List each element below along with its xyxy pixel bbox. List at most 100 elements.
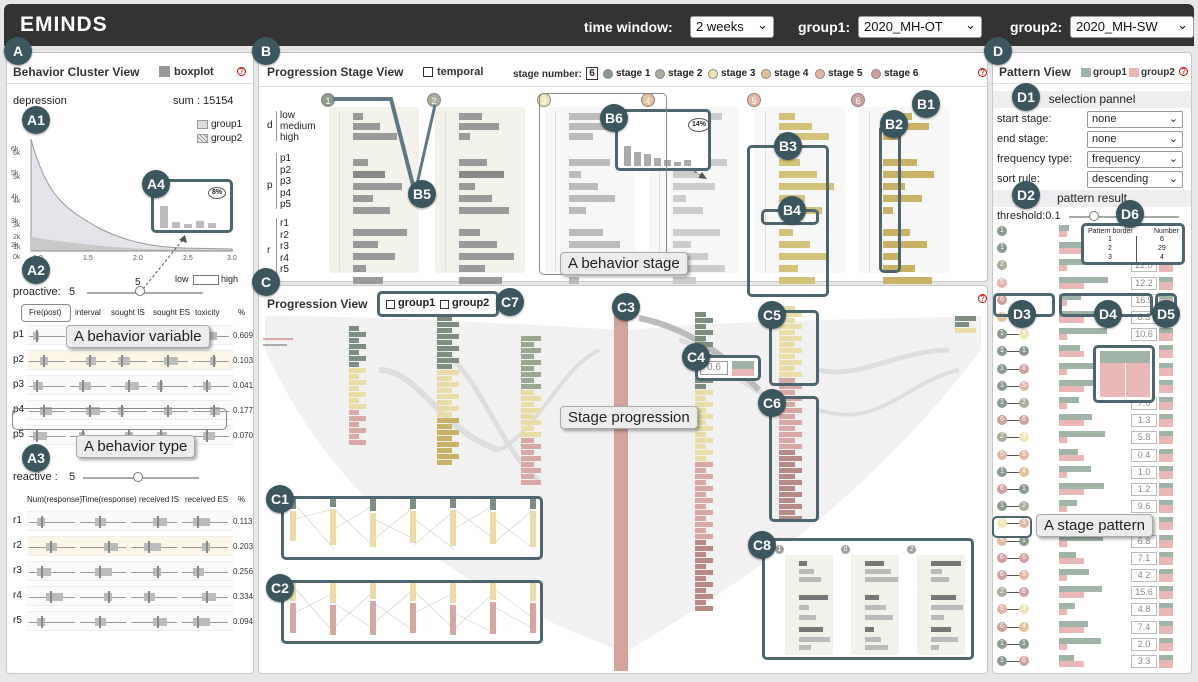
group2-checkbox[interactable] bbox=[440, 300, 449, 309]
pattern-row[interactable]: 5 5 0.4 bbox=[993, 447, 1178, 464]
b2-column-highlight[interactable] bbox=[879, 125, 901, 273]
proactive-slider-track[interactable] bbox=[87, 292, 203, 294]
flow-cell bbox=[695, 390, 713, 395]
flow-cell bbox=[695, 588, 706, 593]
col-header[interactable]: Fre(post) bbox=[29, 308, 62, 317]
help-icon[interactable]: ? bbox=[1179, 67, 1188, 76]
col-header[interactable]: sought ES bbox=[153, 308, 190, 317]
field-select[interactable]: frequency ⌄ bbox=[1087, 151, 1183, 168]
pattern-row[interactable]: 6 1 1.2 bbox=[993, 481, 1178, 498]
flow-cell bbox=[779, 354, 795, 359]
stage-bar bbox=[779, 159, 800, 166]
field-label: start stage: bbox=[997, 113, 1052, 125]
behavior-type-frame[interactable] bbox=[12, 408, 227, 430]
c5-stage-highlight[interactable] bbox=[769, 310, 819, 386]
stage-column[interactable] bbox=[329, 107, 419, 284]
temporal-checkbox[interactable] bbox=[423, 67, 433, 77]
stage-number-input[interactable]: 6 bbox=[586, 67, 598, 80]
annotation-badge-b2: B2 bbox=[880, 110, 908, 138]
threshold-slider-handle[interactable] bbox=[1089, 211, 1099, 221]
group1-swatch bbox=[1081, 68, 1091, 77]
pattern-row[interactable]: 5 3 4.8 bbox=[993, 601, 1178, 618]
group1-checkbox[interactable] bbox=[386, 300, 395, 309]
reactive-row-track[interactable] bbox=[27, 561, 233, 581]
pattern-row[interactable]: 1 4 1.0 bbox=[993, 464, 1178, 481]
c6-stage-highlight[interactable] bbox=[769, 396, 819, 522]
stage-column[interactable] bbox=[755, 107, 845, 284]
stage-bar bbox=[459, 253, 514, 260]
proactive-slider-handle[interactable] bbox=[135, 286, 145, 296]
c1-group1-detail[interactable] bbox=[281, 496, 543, 560]
pattern-row[interactable]: 2 6 15.6 bbox=[993, 584, 1178, 601]
proactive-row-track[interactable] bbox=[27, 350, 233, 370]
pattern-row[interactable]: 5 12.2 bbox=[993, 275, 1178, 292]
stage-column[interactable] bbox=[435, 107, 525, 284]
flow-cell bbox=[437, 400, 452, 405]
flow-cell bbox=[695, 516, 706, 521]
stage-number-dot[interactable]: 2 bbox=[427, 93, 441, 107]
stage-pattern-highlight[interactable] bbox=[992, 516, 1032, 538]
time-window-select[interactable]: 2 weeks ⌄ bbox=[690, 16, 774, 38]
col-header[interactable]: interval bbox=[75, 308, 101, 317]
help-icon[interactable]: ? bbox=[237, 67, 246, 76]
reactive-slider-handle[interactable] bbox=[133, 472, 143, 482]
median-tick bbox=[43, 355, 45, 367]
boxplot-checkbox[interactable] bbox=[159, 66, 170, 77]
stage-bar bbox=[353, 123, 380, 130]
c3-central-stage-bar[interactable] bbox=[614, 303, 628, 671]
col-header[interactable]: Num(response) bbox=[27, 495, 83, 504]
boxplot-label: boxplot bbox=[174, 66, 214, 78]
help-icon[interactable]: ? bbox=[978, 294, 987, 303]
pct-badge: 8% bbox=[208, 187, 226, 199]
proactive-row-track[interactable] bbox=[27, 400, 233, 420]
reactive-row-track[interactable] bbox=[27, 586, 233, 606]
reactive-row-track[interactable] bbox=[27, 611, 233, 631]
field-select[interactable]: none ⌄ bbox=[1087, 131, 1183, 148]
reactive-row-track[interactable] bbox=[27, 536, 233, 556]
median-tick bbox=[206, 380, 208, 392]
reactive-row-track[interactable] bbox=[27, 511, 233, 531]
box bbox=[40, 407, 52, 415]
pattern-row[interactable]: 6 6 1.3 bbox=[993, 412, 1178, 429]
pattern-row[interactable]: 1 1 2.0 bbox=[993, 636, 1178, 653]
divider bbox=[993, 83, 1191, 84]
b6-mini-histogram[interactable]: 14% bbox=[615, 109, 711, 171]
d5-zoom-detail[interactable] bbox=[1093, 345, 1155, 403]
col-header[interactable]: toxicity bbox=[195, 308, 220, 317]
group1-bar bbox=[1059, 431, 1105, 438]
pattern-row[interactable]: 1 2 7.0 bbox=[993, 395, 1178, 412]
pattern-row[interactable]: 6 4 7.4 bbox=[993, 619, 1178, 636]
fre-post-column-selected[interactable] bbox=[21, 304, 71, 322]
proactive-row-track[interactable] bbox=[27, 375, 233, 395]
field-select[interactable]: none ⌄ bbox=[1087, 111, 1183, 128]
pattern-row[interactable]: 1 6 3.3 bbox=[993, 653, 1178, 670]
col-header[interactable]: received IS bbox=[139, 495, 180, 504]
c2-group2-detail[interactable] bbox=[281, 580, 543, 644]
median-tick bbox=[50, 591, 52, 603]
pattern-row[interactable]: 6 5 4.2 bbox=[993, 567, 1178, 584]
flow-cell bbox=[779, 468, 802, 473]
c8-stage-detail[interactable]: 1 0 2 bbox=[762, 538, 974, 660]
col-header[interactable]: sought IS bbox=[111, 308, 145, 317]
stage-number-dot[interactable]: 6 bbox=[851, 93, 865, 107]
flow-cell bbox=[349, 332, 366, 337]
stage-number-dot[interactable]: 5 bbox=[747, 93, 761, 107]
annotation-badge-a3: A3 bbox=[22, 444, 50, 472]
d6-pattern-table[interactable]: Pattern border Number 1 6 2 29 3 4 bbox=[1081, 223, 1185, 265]
col-header[interactable]: received ES bbox=[185, 495, 229, 504]
col-header[interactable]: Time(response) bbox=[81, 495, 137, 504]
pattern-row[interactable]: 1 2 9.6 bbox=[993, 498, 1178, 515]
group2-bar bbox=[1059, 420, 1084, 427]
pattern-row[interactable]: 6 6 7.1 bbox=[993, 550, 1178, 567]
help-icon[interactable]: ? bbox=[978, 68, 987, 77]
field-select[interactable]: descending ⌄ bbox=[1087, 171, 1183, 188]
stage-bar bbox=[353, 159, 368, 166]
pattern-row[interactable]: 1 3 10.6 bbox=[993, 326, 1178, 343]
pattern-row[interactable]: 2 3 5.8 bbox=[993, 429, 1178, 446]
flow-cell bbox=[779, 516, 802, 521]
group2-select[interactable]: 2020_MH-SW ⌄ bbox=[1070, 16, 1194, 38]
group1-select[interactable]: 2020_MH-OT ⌄ bbox=[858, 16, 982, 38]
